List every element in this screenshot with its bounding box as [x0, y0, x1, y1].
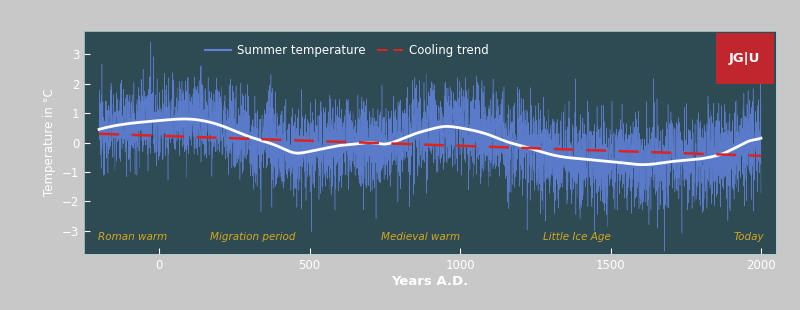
Legend: Summer temperature, Cooling trend: Summer temperature, Cooling trend — [200, 39, 494, 62]
Text: Little Ice Age: Little Ice Age — [543, 232, 611, 241]
Text: Migration period: Migration period — [210, 232, 295, 241]
Text: Roman warm: Roman warm — [98, 232, 166, 241]
Text: Medieval warm: Medieval warm — [382, 232, 461, 241]
Text: JG|U: JG|U — [729, 52, 761, 64]
Y-axis label: Temperature in °C: Temperature in °C — [43, 89, 56, 197]
Text: Today: Today — [734, 232, 764, 241]
X-axis label: Years A.D.: Years A.D. — [391, 275, 469, 288]
